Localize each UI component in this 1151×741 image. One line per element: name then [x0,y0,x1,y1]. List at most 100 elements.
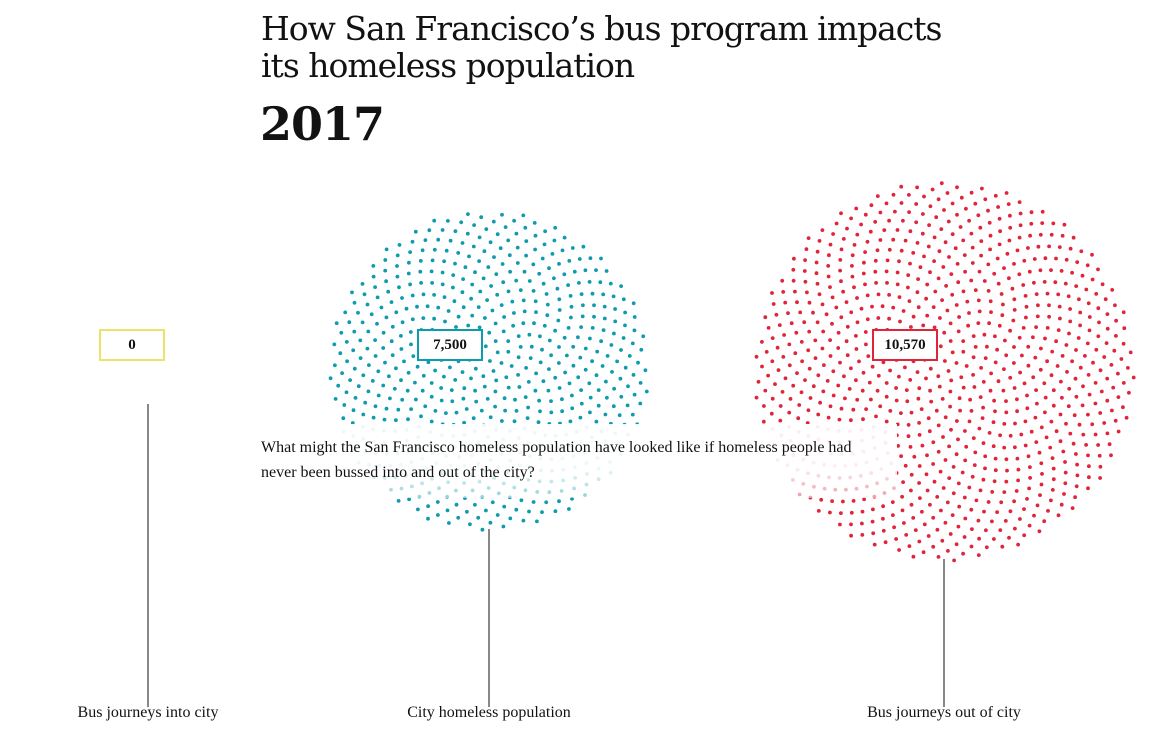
category-label-city-homeless-population: City homeless population [407,704,571,721]
dot [1023,419,1028,424]
dot [439,398,444,403]
dot [462,386,467,391]
dot [948,339,953,343]
dot [989,371,993,376]
dot [339,330,344,335]
dot [1084,287,1089,292]
dot [383,360,387,365]
dot [932,259,936,263]
dot [763,388,768,393]
dot [799,390,804,395]
dot [857,359,861,364]
dot [828,242,833,247]
dot [351,348,356,353]
dot [992,271,997,276]
dot [1086,453,1090,458]
dot [791,383,796,388]
dot [426,360,431,365]
dot [1054,256,1058,261]
dot [619,284,623,288]
dot [429,394,434,399]
dot [1010,286,1015,291]
dot [470,282,475,287]
dot [826,274,831,279]
dot [534,371,538,376]
dot [806,348,811,353]
dot [794,330,799,335]
dot [482,249,487,254]
dot [820,346,825,351]
dot [1007,535,1011,540]
dot [996,281,1001,286]
dot [621,297,626,302]
dot [541,281,546,286]
dot [570,393,574,398]
dot [842,374,846,379]
dot [632,392,637,397]
dot [1105,376,1110,381]
dot [1031,335,1035,340]
dot [948,404,952,409]
dot [959,375,964,380]
dot [1017,235,1022,240]
dot [636,360,640,365]
dot [803,258,807,262]
dot [1073,376,1078,381]
dot [1017,335,1022,340]
dot [869,203,874,208]
dot [1049,419,1054,424]
dot [850,274,855,279]
dot [523,225,528,230]
dot [967,218,971,223]
dot [764,350,769,354]
dot [514,231,519,236]
dot [557,386,562,390]
dot [1039,346,1043,351]
dot [632,328,637,333]
dot [906,423,911,427]
dot [834,305,839,310]
dot [1015,456,1020,461]
dot [1027,486,1031,491]
dot [947,255,951,259]
dot [1037,450,1042,455]
dot [778,404,783,408]
dot [1016,467,1021,472]
dot [460,241,465,245]
dot [861,417,865,422]
dot [1068,319,1073,324]
dot [430,281,434,285]
dot [1073,495,1077,500]
dot [995,510,999,514]
dot [776,368,781,372]
dot [903,463,908,468]
dot [527,279,532,283]
dot [1027,523,1032,528]
dot [909,472,914,477]
dot [958,408,962,413]
dot [1049,373,1054,378]
dot [788,397,793,401]
dot [1004,191,1009,195]
dot [970,527,974,531]
dot [1105,431,1110,436]
dot [406,370,411,375]
dot [555,286,560,291]
dot [495,350,500,355]
dot [831,369,836,374]
dot [1102,355,1107,359]
dot [617,413,622,418]
dot [522,269,527,274]
dot [1085,263,1090,268]
dot [1110,408,1114,413]
dot [451,273,456,277]
dot [1121,310,1126,315]
dot [854,334,858,338]
dot [409,407,413,411]
dot [503,408,507,413]
dot [828,510,832,515]
dot [981,405,985,410]
dot [989,310,993,314]
dot [493,321,498,326]
dot [1000,313,1005,318]
